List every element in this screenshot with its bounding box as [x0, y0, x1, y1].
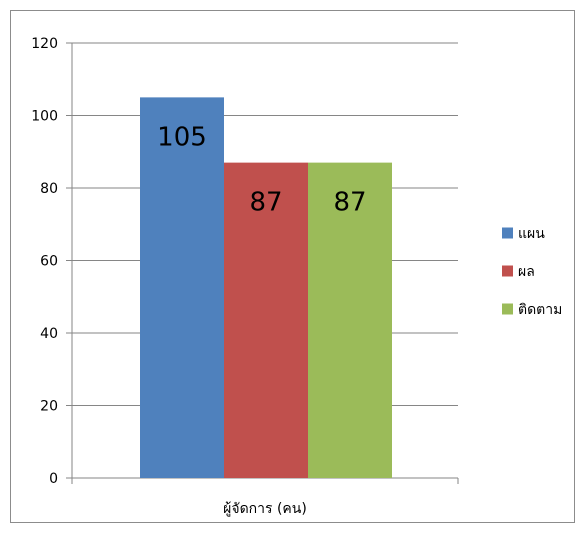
- y-tick-label: 80: [40, 181, 58, 197]
- legend-swatch: [502, 303, 513, 315]
- legend-label: ผล: [518, 264, 535, 280]
- data-label: 87: [249, 188, 282, 218]
- y-tick-label: 40: [40, 326, 58, 342]
- legend-swatch: [502, 227, 513, 239]
- data-label: 105: [157, 122, 207, 152]
- bar-3: [308, 162, 392, 478]
- legend-label: แผน: [518, 226, 545, 242]
- data-label: 87: [333, 188, 366, 218]
- axes: 0 20 40 60 80 100 120 ผู้จัดการ (คน): [31, 36, 459, 517]
- y-tick-label: 120: [31, 36, 58, 52]
- y-tick-label: 20: [40, 399, 58, 415]
- gridlines: [72, 42, 458, 406]
- x-category-label: ผู้จัดการ (คน): [223, 501, 307, 517]
- bar-2: [224, 162, 308, 478]
- y-tick-label: 60: [40, 254, 58, 270]
- data-labels: 105 87 87: [157, 122, 366, 217]
- y-tick-label: 100: [31, 109, 58, 125]
- y-tick-label: 0: [49, 471, 58, 487]
- bar-1: [140, 97, 224, 478]
- bars: [140, 97, 392, 478]
- legend-label: ติดตาม: [518, 302, 562, 318]
- legend-swatch: [502, 265, 513, 277]
